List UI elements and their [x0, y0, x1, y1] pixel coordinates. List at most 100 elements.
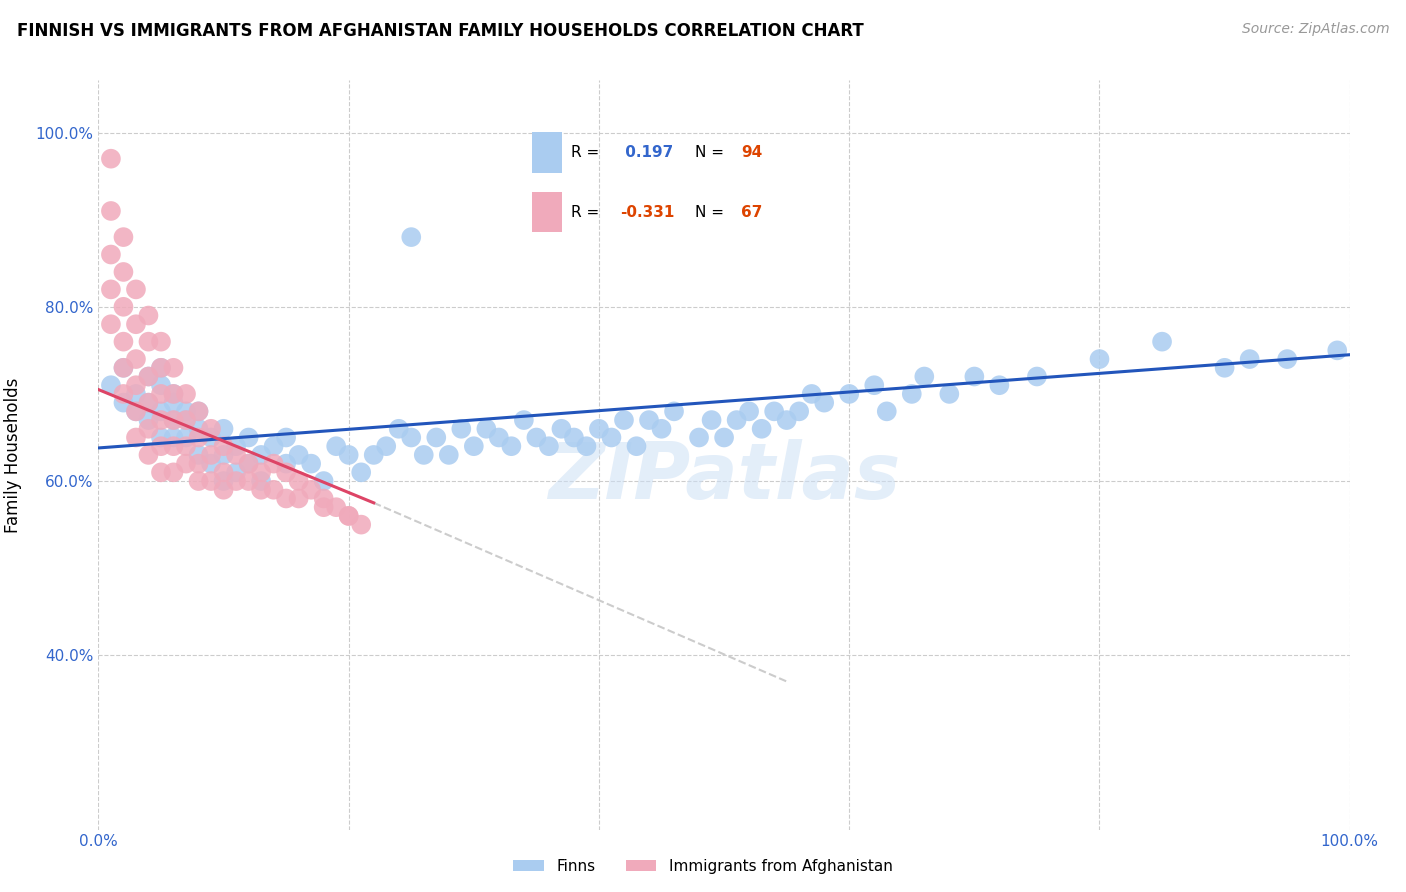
Point: [650, 422, 672, 436]
Point: [401, 430, 423, 444]
Point: [274, 491, 298, 506]
Point: [174, 430, 197, 444]
Point: [112, 265, 135, 279]
Point: [287, 491, 309, 506]
Point: [100, 317, 122, 331]
Point: [100, 204, 122, 219]
Point: [200, 457, 222, 471]
Point: [138, 395, 160, 409]
Point: [325, 439, 347, 453]
Point: [588, 422, 610, 436]
Point: [238, 474, 260, 488]
Point: [524, 430, 547, 444]
Point: [212, 422, 235, 436]
Point: [1026, 369, 1049, 384]
Point: [212, 483, 235, 497]
Point: [738, 404, 761, 418]
Point: [100, 282, 122, 296]
Point: [1213, 360, 1236, 375]
Point: [162, 430, 184, 444]
Point: [162, 413, 184, 427]
Point: [162, 439, 184, 453]
Point: [250, 483, 273, 497]
Point: [150, 413, 173, 427]
Point: [212, 466, 235, 480]
Point: [412, 448, 434, 462]
Point: [200, 474, 222, 488]
Point: [776, 413, 799, 427]
Point: [150, 404, 173, 418]
Point: [501, 439, 523, 453]
Point: [562, 430, 585, 444]
Point: [187, 430, 209, 444]
Point: [988, 378, 1011, 392]
Point: [187, 474, 209, 488]
Point: [138, 422, 160, 436]
Point: [200, 422, 222, 436]
Point: [287, 448, 309, 462]
Point: [600, 430, 623, 444]
Point: [450, 422, 472, 436]
Point: [162, 413, 184, 427]
Point: [1326, 343, 1348, 358]
Point: [174, 413, 197, 427]
Point: [112, 387, 135, 401]
Point: [263, 483, 285, 497]
Point: [550, 422, 572, 436]
Point: [174, 439, 197, 453]
Point: [250, 466, 273, 480]
Point: [150, 360, 173, 375]
Point: [1277, 352, 1299, 367]
Point: [138, 369, 160, 384]
Point: [200, 448, 222, 462]
Point: [138, 395, 160, 409]
Point: [912, 369, 935, 384]
Point: [138, 334, 160, 349]
Point: [325, 500, 347, 515]
Point: [337, 508, 360, 523]
Point: [350, 466, 373, 480]
Point: [513, 413, 536, 427]
Point: [150, 387, 173, 401]
Point: [263, 439, 285, 453]
Point: [125, 387, 148, 401]
Point: [662, 404, 685, 418]
Point: [225, 439, 247, 453]
Point: [125, 317, 148, 331]
Point: [187, 404, 209, 418]
Text: ZIPatlas: ZIPatlas: [548, 440, 900, 516]
Point: [112, 360, 135, 375]
Point: [838, 387, 860, 401]
Point: [900, 387, 922, 401]
Point: [263, 457, 285, 471]
Point: [112, 334, 135, 349]
Point: [938, 387, 960, 401]
Point: [1150, 334, 1173, 349]
Point: [638, 413, 661, 427]
Point: [751, 422, 773, 436]
Point: [863, 378, 886, 392]
Point: [150, 439, 173, 453]
Point: [138, 369, 160, 384]
Point: [700, 413, 723, 427]
Point: [125, 378, 148, 392]
Point: [100, 152, 122, 166]
Point: [287, 474, 309, 488]
Point: [174, 404, 197, 418]
Point: [174, 387, 197, 401]
Point: [125, 352, 148, 367]
Point: [112, 300, 135, 314]
Point: [800, 387, 823, 401]
Point: [187, 448, 209, 462]
Point: [312, 474, 335, 488]
Point: [337, 448, 360, 462]
Point: [125, 430, 148, 444]
Point: [162, 387, 184, 401]
Point: [250, 448, 273, 462]
Point: [174, 457, 197, 471]
Point: [725, 413, 748, 427]
Point: [425, 430, 447, 444]
Point: [212, 474, 235, 488]
Point: [401, 230, 423, 244]
Point: [187, 422, 209, 436]
